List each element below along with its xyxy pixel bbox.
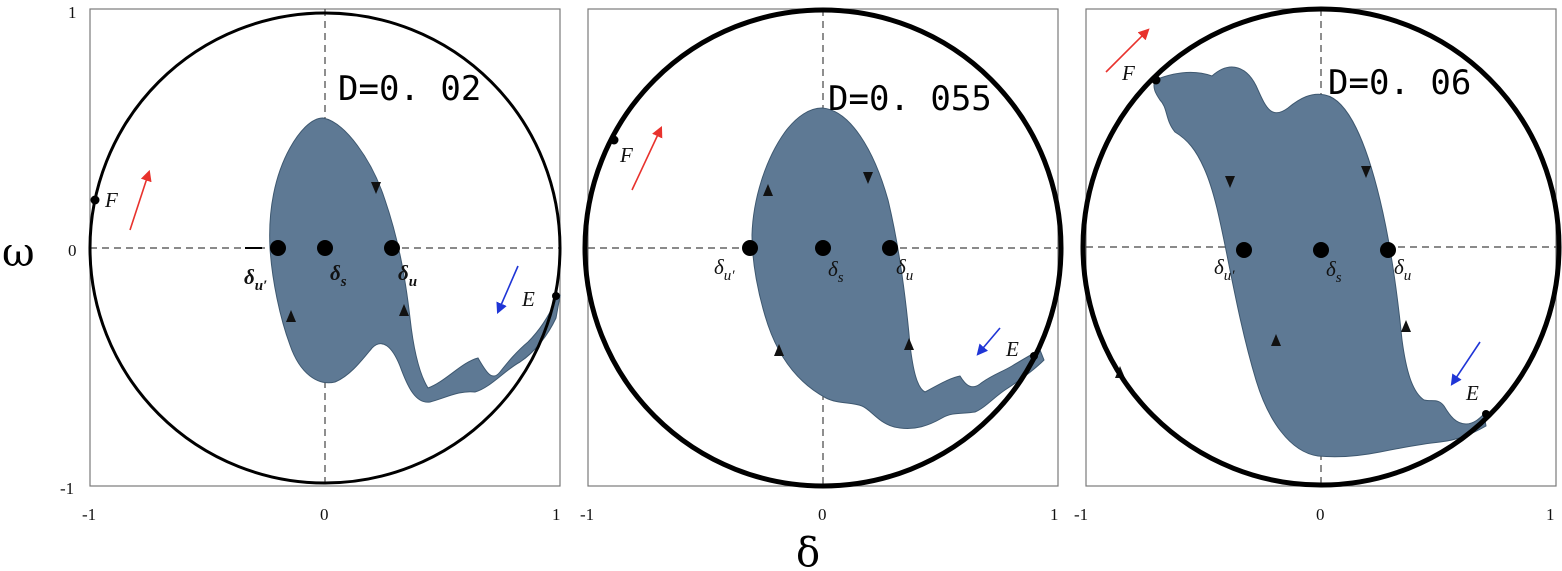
x-tick-mid: 0 bbox=[1316, 505, 1325, 524]
flow-arrow bbox=[863, 172, 873, 184]
equilibrium-u-prime bbox=[270, 240, 286, 256]
boundary-circle bbox=[582, 7, 1064, 489]
y-tick-top: 1 bbox=[68, 3, 77, 22]
label-delta-u-prime: δu′ bbox=[714, 255, 735, 284]
x-tick-right: 1 bbox=[552, 505, 561, 524]
boundary-point-E bbox=[552, 292, 560, 300]
label-F: F bbox=[619, 143, 633, 167]
label-delta-u-prime: δu′ bbox=[244, 265, 267, 294]
flow-arrow bbox=[286, 310, 296, 322]
x-tick-left: -1 bbox=[82, 505, 96, 524]
equilibrium-s bbox=[1313, 242, 1329, 258]
flow-arrow bbox=[904, 338, 914, 350]
panel-d0055: -1 0 1 δu′ δs δu F E D=0. 055 bbox=[580, 7, 1064, 524]
stability-region bbox=[1153, 66, 1487, 458]
flow-arrow bbox=[399, 304, 409, 316]
x-tick-mid: 0 bbox=[818, 505, 827, 524]
flow-arrow bbox=[774, 344, 784, 356]
flow-arrow bbox=[1401, 320, 1411, 332]
label-delta-u: δu bbox=[398, 261, 417, 290]
x-tick-right: 1 bbox=[1546, 505, 1555, 524]
boundary-point-E bbox=[1482, 410, 1490, 418]
flow-arrow bbox=[1361, 166, 1371, 178]
x-tick-left: -1 bbox=[1074, 505, 1088, 524]
equilibrium-u bbox=[882, 240, 898, 256]
boundary-point-F bbox=[609, 135, 619, 145]
x-tick-left: -1 bbox=[580, 505, 594, 524]
flow-arrow bbox=[371, 182, 381, 194]
label-delta-s: δs bbox=[1326, 257, 1342, 286]
panel-d002: 1 0 -1 -1 0 1 δu′ δs δu F E D=0. 02 bbox=[60, 3, 562, 524]
label-delta-u: δu bbox=[1394, 255, 1411, 284]
boundary-point-E bbox=[1030, 352, 1038, 360]
boundary-point-F bbox=[1151, 75, 1161, 85]
panel-d006: -1 0 1 δu′ δs δu F E D=0. 06 bbox=[1074, 6, 1562, 524]
d-parameter-label: D=0. 02 bbox=[338, 69, 481, 109]
label-E: E bbox=[521, 287, 535, 311]
equilibrium-s bbox=[317, 240, 333, 256]
label-delta-u-prime: δu′ bbox=[1214, 255, 1235, 284]
omega-axis-label: ω bbox=[2, 230, 35, 276]
label-delta-s: δs bbox=[828, 257, 844, 286]
boundary-point-F bbox=[90, 195, 100, 205]
stability-region bbox=[751, 107, 1045, 429]
y-tick-bottom: -1 bbox=[60, 479, 74, 498]
equilibrium-u bbox=[384, 240, 400, 256]
d-parameter-label: D=0. 055 bbox=[828, 79, 992, 119]
x-tick-mid: 0 bbox=[320, 505, 329, 524]
flow-arrow bbox=[1271, 334, 1281, 346]
equilibrium-u-prime bbox=[1236, 242, 1252, 258]
boundary-circle bbox=[1080, 6, 1562, 488]
label-F: F bbox=[1121, 61, 1135, 85]
flow-arrow bbox=[1225, 176, 1235, 188]
label-delta-s: δs bbox=[330, 261, 347, 290]
label-E: E bbox=[1465, 381, 1479, 405]
equilibrium-u-prime bbox=[742, 240, 758, 256]
y-tick-mid: 0 bbox=[68, 241, 77, 260]
x-tick-right: 1 bbox=[1050, 505, 1059, 524]
equilibrium-s bbox=[815, 240, 831, 256]
stability-region bbox=[269, 117, 561, 403]
delta-axis-label: δ bbox=[796, 530, 820, 571]
label-F: F bbox=[104, 188, 118, 212]
red-arrow bbox=[129, 169, 152, 231]
flow-arrow bbox=[763, 184, 773, 196]
label-delta-u: δu bbox=[896, 255, 913, 284]
boundary-circle bbox=[88, 11, 562, 485]
blue-arrow bbox=[496, 265, 519, 315]
red-arrow bbox=[1105, 28, 1150, 73]
equilibrium-u bbox=[1380, 242, 1396, 258]
red-arrow bbox=[631, 125, 663, 191]
blue-arrow bbox=[1450, 341, 1481, 386]
d-parameter-label: D=0. 06 bbox=[1328, 63, 1471, 103]
label-E: E bbox=[1005, 337, 1019, 361]
blue-arrow bbox=[976, 327, 1001, 356]
